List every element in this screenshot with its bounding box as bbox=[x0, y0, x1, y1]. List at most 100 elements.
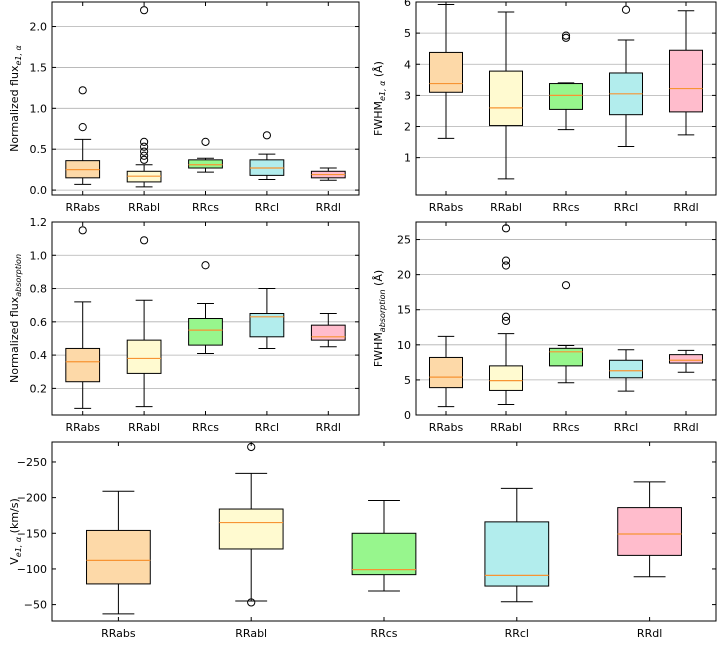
xtick-label: RRcs bbox=[192, 201, 219, 214]
box-RRabl bbox=[218, 442, 284, 607]
box-RRcl bbox=[249, 131, 285, 180]
xtick-label: RRabs bbox=[429, 421, 464, 434]
outlier-point bbox=[201, 261, 210, 270]
box-RRdl bbox=[669, 349, 703, 373]
box-RRcs bbox=[549, 31, 583, 131]
outlier-point bbox=[140, 236, 149, 245]
box-iqr bbox=[65, 347, 101, 383]
xtick-label: RRcl bbox=[614, 201, 638, 214]
outlier-point bbox=[247, 598, 256, 607]
ytick-label: 1.5 bbox=[30, 61, 48, 74]
ytick-label: 15 bbox=[397, 304, 411, 317]
xtick-label: RRabl bbox=[128, 201, 160, 214]
ytick-label: 1.0 bbox=[30, 249, 48, 262]
ytick-label: 0.8 bbox=[30, 283, 48, 296]
box-iqr bbox=[249, 313, 285, 338]
box-RRdl bbox=[617, 481, 682, 578]
outlier-point bbox=[561, 33, 571, 42]
box-RRcs bbox=[188, 137, 223, 173]
ytick-label: 2 bbox=[404, 121, 411, 134]
ytick-label: 20 bbox=[397, 269, 411, 282]
box-iqr bbox=[549, 347, 583, 367]
box-iqr bbox=[126, 339, 162, 374]
y-axis-label: Normalized fluxe1, α bbox=[8, 44, 23, 151]
xtick-label: RRcl bbox=[614, 421, 638, 434]
panel-fwhm-abs: 0 5 10 15 20 25 RRabs RRabl RRcs RRcl RRdl FWHMabso… bbox=[372, 221, 717, 434]
box-iqr bbox=[188, 318, 223, 346]
ytick-label: −50 bbox=[24, 599, 47, 612]
xtick-label: RRcl bbox=[255, 201, 279, 214]
outlier-point bbox=[140, 147, 149, 156]
xtick-label: RRabl bbox=[235, 627, 267, 640]
xtick-label: RRcs bbox=[370, 627, 397, 640]
box-RRabl bbox=[489, 11, 523, 180]
box-RRcs bbox=[549, 281, 583, 384]
xtick-label: RRcs bbox=[552, 201, 579, 214]
ytick-label: −250 bbox=[17, 456, 47, 469]
outlier-point bbox=[140, 142, 149, 151]
box-RRabl bbox=[126, 6, 162, 188]
outlier-point bbox=[501, 312, 511, 321]
ytick-label: 25 bbox=[397, 234, 411, 247]
outlier-point bbox=[561, 31, 571, 40]
ytick-label: 4 bbox=[404, 58, 411, 71]
ytick-label: 1 bbox=[404, 152, 411, 165]
ytick-label: 0.5 bbox=[30, 143, 48, 156]
y-axis-label: Normalized fluxabsorption bbox=[8, 254, 23, 383]
ytick-label: −200 bbox=[17, 492, 47, 505]
xtick-label: RRabl bbox=[128, 421, 160, 434]
box-iqr bbox=[549, 83, 583, 110]
ytick-label: 2.0 bbox=[30, 21, 48, 34]
xtick-label: RRabs bbox=[65, 421, 100, 434]
ytick-label: 0.6 bbox=[30, 316, 48, 329]
ytick-label: 3 bbox=[404, 89, 411, 102]
ytick-label: 1.0 bbox=[30, 102, 48, 115]
box-iqr bbox=[489, 365, 523, 391]
box-RRabl bbox=[126, 236, 162, 408]
ytick-label: 1.2 bbox=[30, 216, 48, 229]
y-axis-label: Ve1, α (km/s) bbox=[8, 498, 23, 565]
box-RRabs bbox=[86, 490, 151, 615]
ytick-label: 0.4 bbox=[30, 349, 48, 362]
box-RRabs bbox=[65, 86, 101, 185]
y-axis-label: FWHMabsorption (Å) bbox=[372, 270, 387, 367]
xtick-label: RRcl bbox=[255, 421, 279, 434]
ytick-label: −150 bbox=[17, 527, 47, 540]
box-RRabl bbox=[489, 224, 523, 405]
outlier-point bbox=[78, 86, 87, 95]
panel-flux-e1: 0.0 0.5 1.0 1.5 2.0 RRabs RRabl RRcs RRcl RRdl Nor… bbox=[8, 1, 360, 214]
outlier-point bbox=[621, 5, 631, 14]
xtick-label: RRdl bbox=[316, 421, 341, 434]
outlier-point bbox=[501, 256, 511, 265]
ytick-label: 5 bbox=[404, 27, 411, 40]
box-RRcs bbox=[351, 499, 417, 592]
outlier-point bbox=[140, 6, 149, 15]
box-RRdl bbox=[310, 313, 346, 348]
outlier-point bbox=[78, 226, 87, 235]
ytick-label: 0 bbox=[404, 409, 411, 422]
outlier-point bbox=[262, 131, 271, 140]
xtick-label: RRcl bbox=[505, 627, 529, 640]
outlier-point bbox=[140, 137, 149, 146]
box-RRcs bbox=[188, 261, 223, 354]
box-RRcl bbox=[249, 288, 285, 349]
box-iqr bbox=[609, 359, 643, 379]
outlier-point bbox=[201, 137, 210, 146]
box-iqr bbox=[188, 159, 223, 169]
outlier-point bbox=[561, 281, 571, 290]
box-iqr bbox=[484, 521, 550, 587]
ytick-label: 5 bbox=[404, 374, 411, 387]
outlier-point bbox=[78, 123, 87, 132]
box-RRcl bbox=[484, 487, 550, 603]
xtick-label: RRcs bbox=[552, 421, 579, 434]
y-axis-label: FWHMe1, α (Å) bbox=[372, 61, 387, 136]
xtick-label: RRdl bbox=[673, 201, 698, 214]
box-RRabs bbox=[65, 226, 101, 409]
box-RRdl bbox=[669, 10, 703, 136]
xtick-label: RRabs bbox=[429, 201, 464, 214]
xtick-label: RRabs bbox=[101, 627, 136, 640]
ytick-label: −100 bbox=[17, 563, 47, 576]
ytick-label: 0.0 bbox=[30, 184, 48, 197]
panel-velocity: −250 −200 −150 −100 −50 RRabs RRabl RRcs RRcl RRd… bbox=[8, 441, 717, 640]
